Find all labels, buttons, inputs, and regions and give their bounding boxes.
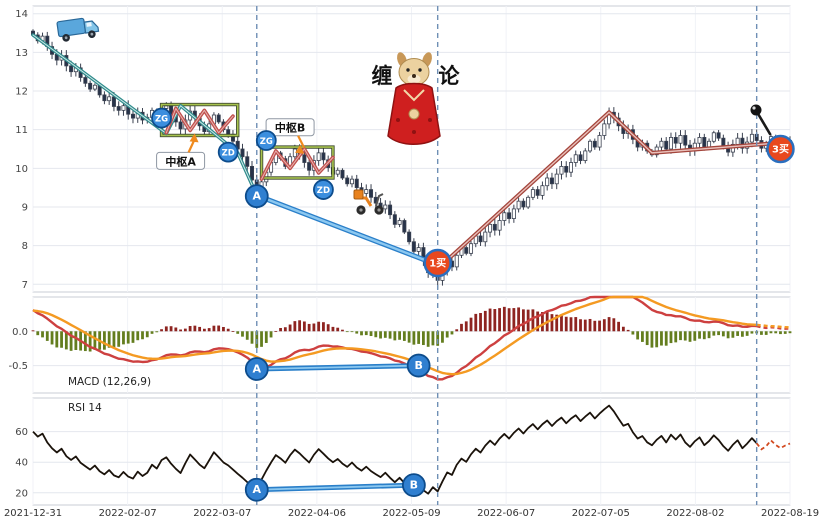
truck-icon	[56, 17, 100, 42]
pin-icon	[750, 104, 772, 136]
svg-text:A: A	[253, 190, 262, 203]
x-tick-label: 2022-04-06	[288, 508, 346, 519]
y-tick-label: 60	[15, 427, 28, 438]
x-tick-label: 2022-08-02	[666, 508, 724, 519]
marker-ZD: ZD	[217, 141, 239, 163]
macd-panel-label: MACD (12,26,9)	[68, 376, 151, 388]
marker-1买: 1买	[423, 248, 452, 278]
rsi-line	[32, 404, 758, 495]
y-tick-label: 14	[15, 9, 28, 20]
svg-text:ZG: ZG	[155, 115, 168, 125]
macd-panel	[31, 295, 792, 394]
marker-A: A	[244, 184, 269, 209]
x-tick-label: 2022-03-07	[193, 508, 251, 519]
y-tick-label: 7	[22, 280, 28, 291]
y-tick-label: 8	[22, 241, 28, 252]
macd-histogram	[31, 306, 792, 352]
y-tick-label: 40	[15, 458, 28, 469]
svg-text:B: B	[410, 479, 418, 492]
rsi-panel-label: RSI 14	[68, 402, 102, 414]
svg-text:1买: 1买	[429, 258, 446, 270]
marker-ZG: ZG	[255, 130, 277, 151]
y-tick-label: -0.5	[8, 361, 28, 372]
marker-A: A	[244, 477, 269, 502]
y-tick-label: 13	[15, 48, 28, 59]
svg-text:A: A	[253, 483, 262, 496]
y-tick-label: 12	[15, 87, 28, 98]
svg-text:A: A	[253, 363, 262, 376]
y-tick-label: 11	[15, 125, 28, 136]
y-tick-label: 20	[15, 488, 28, 499]
decorations: 缠论	[56, 17, 772, 215]
mascot-text-right: 论	[439, 64, 461, 88]
x-tick-label: 2022-08-19	[761, 508, 819, 519]
pivot-label: 中枢A	[165, 154, 196, 168]
x-tick-label: 2022-02-07	[99, 508, 157, 519]
price-panel	[30, 5, 793, 293]
marker-3买: 3买	[766, 134, 795, 164]
marker-B: B	[401, 473, 426, 498]
mascot-text-left: 缠	[372, 64, 393, 88]
y-tick-label: 10	[15, 164, 28, 175]
scooter-icon	[353, 189, 384, 215]
svg-text:ZD: ZD	[222, 149, 235, 159]
y-tick-label: 9	[22, 202, 28, 213]
y-tick-label: 0.0	[12, 327, 28, 338]
svg-text:ZG: ZG	[260, 137, 273, 147]
svg-text:B: B	[414, 359, 422, 372]
marker-ZD: ZD	[313, 179, 334, 200]
mascot-dog: 缠论	[372, 52, 461, 145]
svg-text:ZD: ZD	[317, 186, 330, 196]
marker-A: A	[244, 357, 269, 381]
marker-B: B	[406, 353, 431, 378]
svg-text:3买: 3买	[772, 144, 789, 156]
x-tick-label: 2022-07-05	[572, 508, 630, 519]
marker-ZG: ZG	[151, 107, 172, 129]
dea-line	[32, 295, 757, 376]
x-tick-label: 2021-12-31	[4, 508, 62, 519]
pivot-label: 中枢B	[275, 121, 305, 135]
x-tick-label: 2022-06-07	[477, 508, 535, 519]
x-tick-label: 2022-05-09	[382, 508, 440, 519]
